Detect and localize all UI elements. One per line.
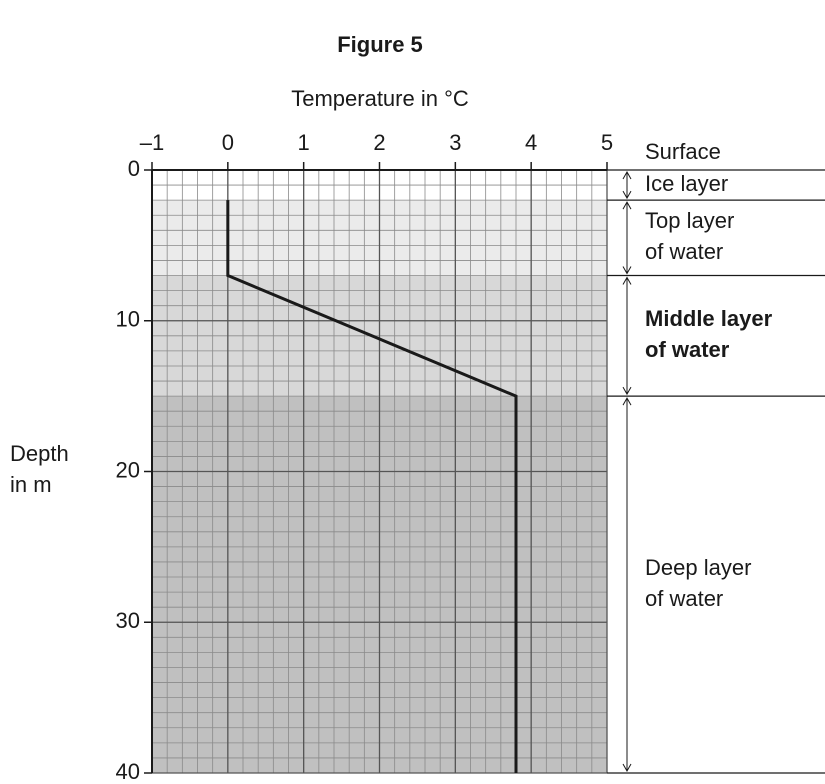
arrow-head <box>622 201 632 210</box>
x-tick-label: 5 <box>601 130 613 155</box>
y-tick-label: 10 <box>116 307 140 332</box>
y-tick-label: 40 <box>116 759 140 784</box>
layer-label: Middle layer <box>645 306 773 331</box>
y-axis-label: Depth <box>10 441 69 466</box>
y-tick-label: 30 <box>116 608 140 633</box>
layer-label: Ice layer <box>645 171 728 196</box>
chart-title: Figure 5 <box>337 32 423 57</box>
surface-label: Surface <box>645 139 721 164</box>
x-tick-label: 3 <box>449 130 461 155</box>
arrow-head <box>622 386 632 396</box>
line-series <box>226 200 518 773</box>
x-tick-label: 2 <box>373 130 385 155</box>
layer-label: Deep layer <box>645 555 751 580</box>
x-axis-label: Temperature in °C <box>291 86 469 111</box>
layer-label: of water <box>645 239 723 264</box>
layer-label: of water <box>645 337 730 362</box>
y-axis-label: in m <box>10 472 52 497</box>
arrow-head <box>622 170 632 180</box>
arrow-head <box>622 276 632 285</box>
arrow-head <box>622 266 632 275</box>
x-tick-label: –1 <box>140 130 164 155</box>
arrow-head <box>622 397 632 406</box>
layer-label: of water <box>645 586 723 611</box>
y-tick-label: 20 <box>116 457 140 482</box>
layer-label: Top layer <box>645 208 734 233</box>
x-tick-label: 1 <box>298 130 310 155</box>
x-tick-label: 4 <box>525 130 537 155</box>
x-tick-label: 0 <box>222 130 234 155</box>
arrow-head <box>622 190 632 200</box>
arrow-head <box>622 763 632 773</box>
y-tick-label: 0 <box>128 156 140 181</box>
